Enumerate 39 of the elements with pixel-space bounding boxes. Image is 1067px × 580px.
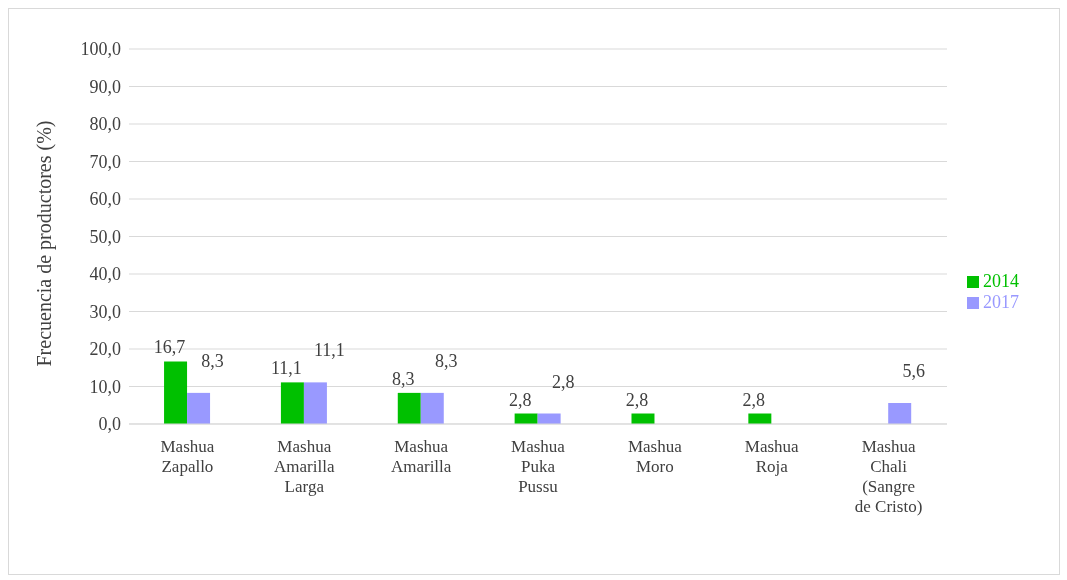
y-tick-label: 20,0: [89, 339, 121, 360]
y-tick-label: 100,0: [80, 39, 121, 60]
data-label: 2,8: [742, 389, 766, 410]
y-tick-label: 30,0: [89, 301, 121, 322]
x-tick-label: Mashua Amarilla: [390, 437, 452, 476]
x-tick-label: Mashua Amarilla Larga: [274, 437, 335, 496]
y-tick-label: 60,0: [89, 189, 121, 210]
data-label: 5,6: [902, 361, 925, 381]
legend-label: 2017: [983, 291, 1019, 312]
x-tick-label: Mashua Zapallo: [160, 437, 215, 476]
y-tick-label: 10,0: [89, 376, 121, 397]
data-label: 11,1: [270, 358, 302, 379]
x-tick-label: Mashua Moro: [627, 437, 683, 476]
bar: [397, 392, 421, 424]
y-tick-label: 80,0: [89, 114, 121, 135]
y-tick-label: 0,0: [98, 414, 121, 435]
legend-label: 2014: [983, 270, 1019, 291]
data-label: 2,8: [508, 389, 532, 410]
x-tick-label: Mashua Roja: [744, 437, 800, 476]
bar: [280, 382, 304, 424]
data-label: 8,3: [435, 350, 458, 371]
bar: [164, 361, 188, 424]
x-tick-label: Mashua Chali (Sangre de Cristo): [854, 437, 923, 516]
data-label: 8,3: [201, 350, 224, 371]
data-label: 2,8: [551, 371, 575, 392]
data-label: 2,8: [625, 389, 649, 410]
bar: [888, 403, 912, 424]
y-tick-label: 40,0: [89, 264, 121, 285]
data-label: 11,1: [313, 340, 345, 361]
y-axis-title: Frecuencia de productores (%): [33, 120, 57, 367]
x-tick-label: Mashua Puka Pussu: [511, 437, 566, 496]
y-tick-label: 70,0: [89, 151, 121, 172]
data-label: 16,7: [153, 337, 186, 358]
data-label: 8,3: [392, 368, 415, 389]
y-tick-label: 50,0: [89, 226, 121, 247]
bar: [187, 392, 211, 424]
bar: [303, 382, 327, 424]
bar: [420, 392, 444, 424]
y-tick-label: 90,0: [89, 76, 121, 97]
